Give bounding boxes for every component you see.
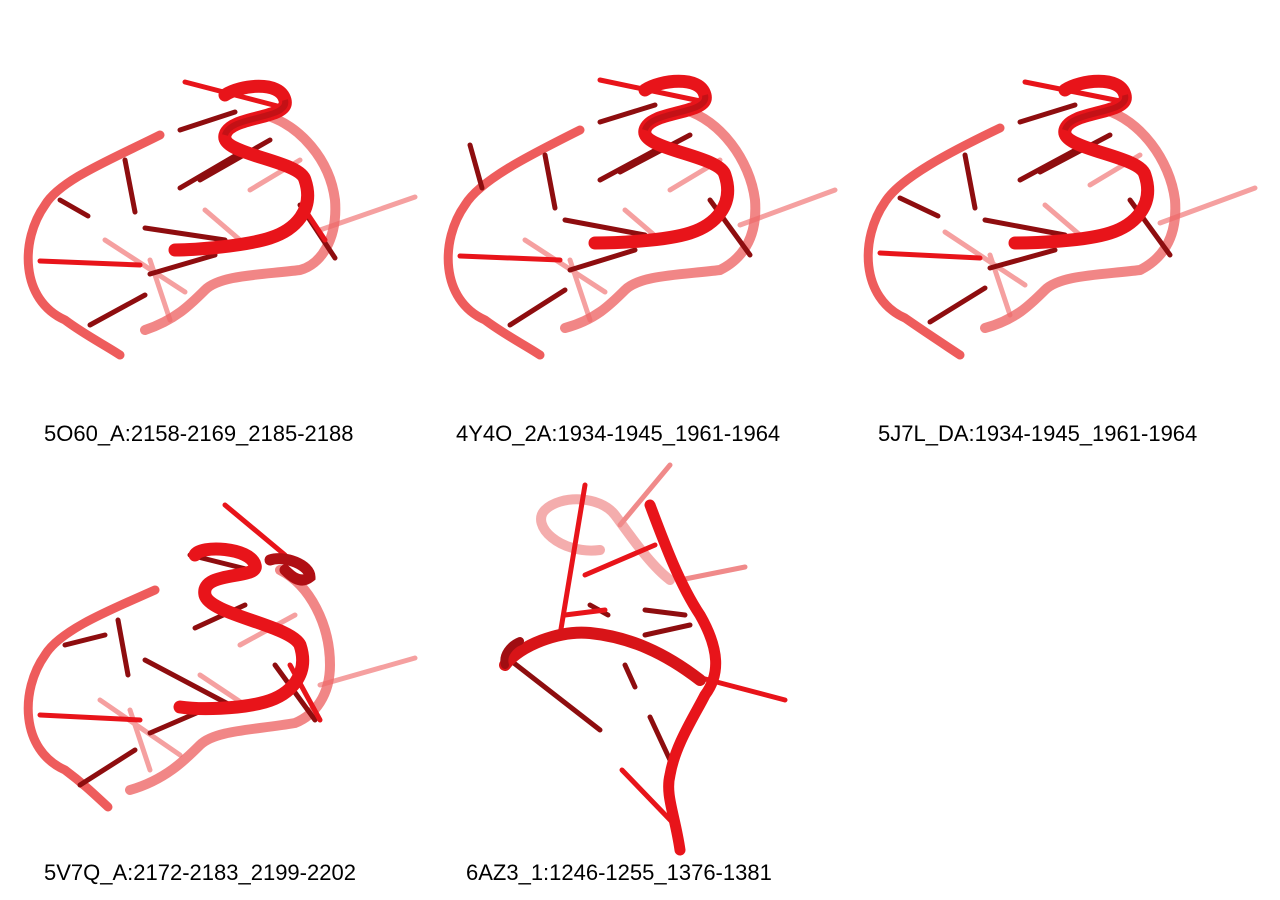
structure-panel-2 <box>420 60 850 380</box>
structure-label-2: 4Y4O_2A:1934-1945_1961-1964 <box>456 421 781 446</box>
rna-structure-render-5 <box>499 462 788 856</box>
structure-label-1: 5O60_A:2158-2169_2185-2188 <box>44 421 354 446</box>
rna-structure-render-3 <box>863 74 1258 360</box>
structure-panel-4 <box>0 495 430 825</box>
structure-panel-3 <box>840 60 1270 380</box>
structure-panel-1 <box>0 60 430 380</box>
rna-structure-render-4 <box>23 502 418 812</box>
rna-structure-render-1 <box>23 79 418 360</box>
structure-label-5: 6AZ3_1:1246-1255_1376-1381 <box>466 860 772 885</box>
rna-structure-render-2 <box>443 74 838 360</box>
structure-label-4: 5V7Q_A:2172-2183_2199-2202 <box>44 860 356 885</box>
structure-panel-5 <box>480 455 810 856</box>
structure-label-3: 5J7L_DA:1934-1945_1961-1964 <box>878 421 1198 446</box>
